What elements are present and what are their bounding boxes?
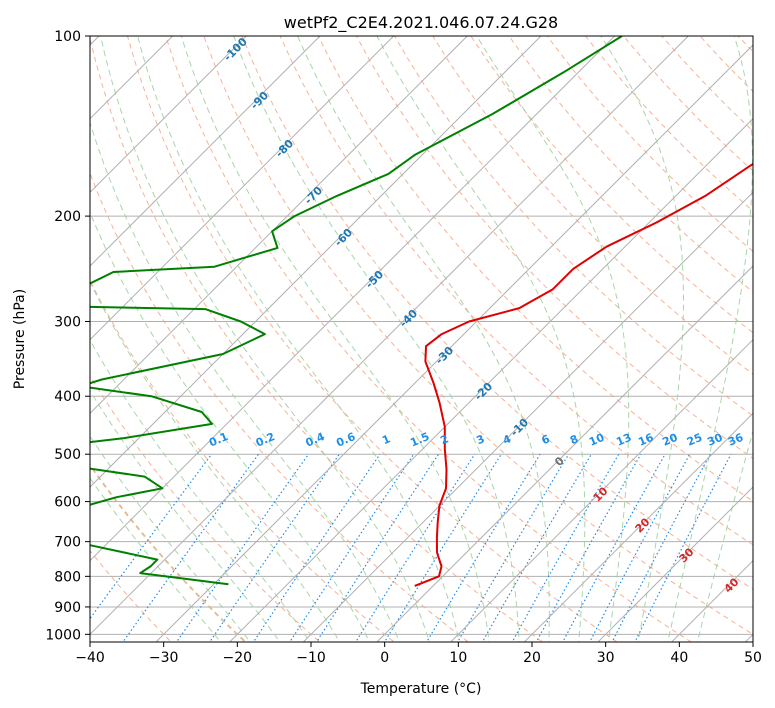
isotherm — [90, 36, 248, 194]
mixing-ratio-label: 10 — [587, 431, 606, 449]
y-tick-label: 400 — [54, 389, 81, 405]
mixing-ratio-line — [355, 453, 476, 642]
dry-adiabat — [127, 36, 618, 642]
x-tick-label: −10 — [296, 650, 326, 666]
moist-adiabat — [90, 477, 222, 642]
moist-adiabat — [90, 280, 341, 642]
moist-adiabat — [600, 36, 684, 642]
y-tick-label: 300 — [54, 314, 81, 330]
x-tick-label: 10 — [449, 650, 467, 666]
moist-adiabat — [696, 428, 753, 642]
x-tick-label: 40 — [670, 650, 688, 666]
mixing-ratio-line — [562, 453, 666, 642]
axis-ticks: −40 −30 −20 −10 0 10 20 30 40 50 100 200 300 400 500 60… — [45, 29, 762, 666]
isotherm — [523, 412, 753, 642]
mixing-ratio-line — [383, 453, 502, 642]
mixing-ratio-label: 36 — [726, 431, 745, 449]
mixing-ratio-line — [289, 453, 415, 642]
moist-adiabat — [233, 36, 520, 642]
dry-adiabat — [432, 36, 753, 375]
mixing-ratio-line — [252, 453, 381, 642]
dry-adiabat — [165, 36, 693, 642]
isotherms — [90, 36, 753, 642]
mixing-ratio-label: 20 — [660, 431, 679, 449]
mixing-ratio-line — [589, 453, 691, 642]
moist-adiabat — [137, 36, 460, 642]
moist-adiabat — [90, 121, 401, 642]
mixing-ratio-line — [611, 453, 711, 642]
isotherm — [155, 44, 753, 642]
isotherm — [90, 36, 542, 488]
temperature-line — [414, 162, 753, 587]
y-tick-label: 200 — [54, 209, 81, 225]
mixing-ratio-line — [175, 453, 309, 642]
y-tick-label: 900 — [54, 600, 81, 616]
x-tick-label: −20 — [223, 650, 253, 666]
isotherm — [597, 486, 753, 642]
moist-adiabat — [90, 339, 311, 642]
moist-adiabat — [376, 36, 586, 642]
mixing-ratio-line — [315, 453, 439, 642]
dry-adiabat — [90, 463, 247, 642]
isotherm — [90, 36, 174, 120]
x-axis-label: Temperature (°C) — [360, 681, 482, 697]
x-tick-label: −40 — [75, 650, 105, 666]
moist-adiabat — [667, 36, 753, 642]
dry-adiabat — [508, 36, 753, 293]
y-tick-label: 1000 — [45, 627, 81, 643]
x-tick-label: 20 — [523, 650, 541, 666]
moist-adiabat — [297, 36, 550, 642]
moist-adiabats — [90, 36, 753, 642]
isotherm — [376, 265, 753, 642]
dry-adiabat — [203, 36, 753, 635]
isotherm — [90, 36, 690, 636]
dry-adiabat — [241, 36, 753, 590]
y-tick-label: 100 — [54, 29, 81, 45]
dry-adiabat — [90, 375, 321, 642]
moist-adiabat — [180, 36, 490, 642]
isotherm — [449, 338, 753, 642]
dry-adiabat — [394, 36, 753, 417]
x-tick-label: −30 — [149, 650, 179, 666]
mixing-ratio-label: 25 — [685, 431, 704, 449]
sounding-profiles — [90, 36, 753, 587]
y-tick-label: 700 — [54, 535, 81, 551]
x-tick-label: 30 — [597, 650, 615, 666]
mixing-ratio-label: 16 — [636, 431, 655, 449]
mixing-ratio-line — [90, 453, 213, 620]
mixing-ratio-line — [208, 453, 340, 642]
x-tick-label: 50 — [744, 650, 762, 666]
x-tick-label: 0 — [380, 650, 389, 666]
isotherm — [90, 36, 469, 415]
moist-adiabat — [476, 36, 630, 642]
mixing-ratio-label: 30 — [705, 431, 724, 449]
mixing-ratio-line — [457, 453, 570, 642]
mixing-ratio-line — [122, 453, 259, 642]
isotherm — [90, 36, 395, 341]
moist-adiabat — [90, 389, 281, 642]
mixing-ratio-label: 13 — [614, 431, 633, 449]
dry-adiabat — [90, 36, 544, 642]
moist-adiabat — [90, 211, 371, 642]
dewpoint-line — [90, 36, 623, 586]
moist-adiabat — [90, 435, 251, 642]
dry-adiabat — [90, 549, 172, 642]
isotherm — [228, 117, 753, 642]
plot-area — [90, 36, 753, 642]
dry-adiabat — [90, 171, 470, 642]
y-axis-label: Pressure (hPa) — [12, 289, 28, 389]
mixing-ratio-lines — [90, 453, 732, 642]
isotherm — [302, 191, 753, 642]
moist-adiabat — [100, 36, 430, 642]
y-tick-label: 800 — [54, 569, 81, 585]
chart-title: wetPf2_C2E4.2021.046.07.24.G28 — [284, 13, 558, 33]
y-tick-label: 500 — [54, 447, 81, 463]
y-tick-label: 600 — [54, 495, 81, 511]
isotherm — [90, 36, 321, 267]
mixing-ratio-line — [481, 453, 592, 642]
isotherm — [90, 36, 616, 562]
plot-frame — [89, 35, 754, 643]
